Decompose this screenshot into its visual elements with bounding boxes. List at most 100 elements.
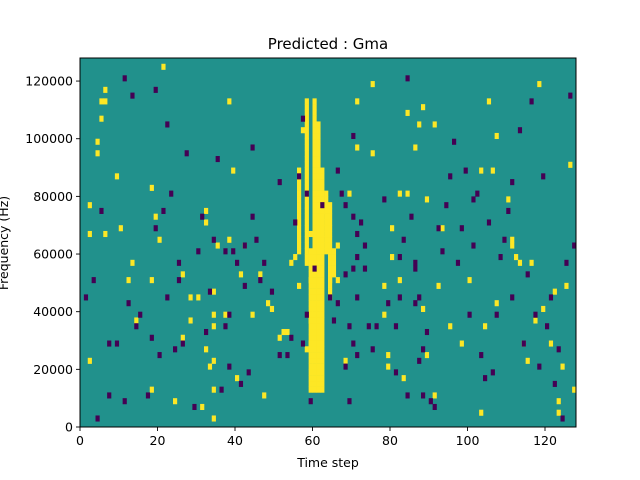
- heatmap-cell-high: [297, 207, 302, 214]
- heatmap-cell-low: [95, 415, 100, 422]
- heatmap-cell-high: [320, 219, 325, 226]
- heatmap-cell-high: [316, 219, 321, 226]
- heatmap-cell-low: [145, 392, 151, 399]
- heatmap-cell-high: [316, 179, 321, 186]
- heatmap-cell-high: [308, 323, 313, 330]
- heatmap-cell-high: [316, 248, 321, 255]
- heatmap-cell-high: [300, 127, 306, 134]
- heatmap-cell-high: [370, 150, 375, 157]
- heatmap-cell-high: [304, 150, 309, 157]
- heatmap-cell-high: [510, 242, 515, 249]
- heatmap-cell-low: [250, 144, 255, 151]
- heatmap-cell-high: [324, 242, 329, 249]
- heatmap-cell-high: [293, 254, 298, 261]
- heatmap-cell-high: [316, 161, 321, 168]
- heatmap-cell-low: [351, 340, 356, 347]
- heatmap-cell-low: [386, 300, 391, 307]
- heatmap-cell-high: [479, 167, 484, 174]
- heatmap-cell-high: [316, 127, 321, 134]
- x-tick-label: 60: [305, 433, 321, 448]
- heatmap-cell-high: [308, 311, 313, 318]
- heatmap-cell-high: [537, 81, 542, 88]
- heatmap-cell-high: [215, 242, 220, 249]
- heatmap-cell-low: [506, 207, 511, 214]
- heatmap-cell-high: [320, 173, 325, 180]
- heatmap-cell-low: [362, 242, 368, 249]
- heatmap-cell-high: [328, 236, 333, 243]
- heatmap-cell-high: [320, 207, 325, 214]
- heatmap-cell-high: [316, 380, 321, 387]
- heatmap-cell-low: [393, 369, 399, 376]
- heatmap-cell-high: [316, 167, 321, 174]
- heatmap-cell-high: [328, 259, 333, 266]
- heatmap-cell-high: [355, 144, 360, 151]
- heatmap-cell-high: [316, 138, 321, 145]
- heatmap-cell-high: [316, 357, 321, 364]
- heatmap-cell-high: [235, 375, 240, 382]
- heatmap-cell-low: [343, 271, 348, 278]
- heatmap-cell-low: [517, 127, 523, 134]
- heatmap-cell-high: [312, 357, 317, 364]
- heatmap-cell-low: [560, 415, 565, 422]
- heatmap-cell-low: [564, 259, 569, 266]
- heatmap-cell-high: [316, 352, 321, 359]
- heatmap-cells: [83, 63, 577, 422]
- heatmap-cell-high: [320, 334, 325, 341]
- heatmap-cell-high: [304, 167, 309, 174]
- heatmap-cell-low: [335, 167, 340, 174]
- heatmap-cell-high: [316, 196, 321, 203]
- heatmap-cell-high: [316, 254, 321, 261]
- heatmap-cell-high: [556, 409, 561, 416]
- heatmap-cell-high: [316, 150, 321, 157]
- heatmap-cell-low: [498, 254, 503, 261]
- heatmap-cell-high: [312, 207, 317, 214]
- heatmap-cell-low: [91, 277, 96, 284]
- heatmap-cell-high: [424, 352, 430, 359]
- heatmap-cell-high: [432, 392, 437, 399]
- heatmap-cell-low: [405, 392, 410, 399]
- heatmap-cell-high: [572, 386, 577, 393]
- heatmap-cell-high: [304, 98, 309, 105]
- heatmap-cell-high: [316, 144, 321, 151]
- heatmap-cell-low: [556, 346, 561, 353]
- heatmap-cell-low: [424, 328, 430, 336]
- heatmap-cell-high: [331, 248, 337, 255]
- heatmap-cell-high: [312, 219, 317, 226]
- heatmap-cell-high: [324, 236, 329, 243]
- heatmap-cell-high: [297, 242, 302, 249]
- heatmap-cell-low: [351, 213, 356, 220]
- heatmap-cell-low: [351, 265, 356, 272]
- heatmap-cell-high: [316, 294, 321, 301]
- heatmap-cell-high: [320, 328, 325, 336]
- heatmap-cell-high: [320, 184, 325, 191]
- heatmap-cell-high: [118, 225, 123, 232]
- heatmap-cell-high: [320, 311, 325, 318]
- heatmap-cell-low: [355, 230, 360, 238]
- heatmap-cell-low: [176, 259, 182, 266]
- heatmap-cell-low: [366, 323, 371, 330]
- heatmap-cell-high: [312, 144, 317, 151]
- heatmap-cell-low: [227, 311, 232, 318]
- heatmap-cell-high: [308, 300, 313, 307]
- heatmap-cell-low: [494, 311, 499, 318]
- heatmap-cell-high: [316, 328, 321, 336]
- heatmap-cell-low: [176, 277, 182, 284]
- heatmap-cell-low: [541, 173, 546, 180]
- heatmap-cell-high: [304, 132, 309, 140]
- heatmap-cell-high: [95, 138, 100, 145]
- heatmap-cell-low: [331, 317, 337, 324]
- y-tick-label: 60000: [33, 247, 73, 262]
- heatmap-cell-low: [374, 323, 379, 330]
- heatmap-cell-high: [328, 230, 333, 238]
- heatmap-cell-high: [304, 144, 309, 151]
- heatmap-cell-high: [320, 369, 325, 376]
- heatmap-cell-low: [204, 328, 209, 336]
- heatmap-cell-high: [316, 300, 321, 307]
- heatmap-cell-high: [440, 225, 445, 232]
- heatmap-cell-low: [552, 380, 557, 387]
- heatmap-cell-high: [308, 230, 313, 238]
- heatmap-cell-high: [312, 242, 317, 249]
- x-tick-label: 0: [76, 433, 84, 448]
- heatmap-cell-high: [304, 179, 309, 186]
- heatmap-cell-high: [227, 236, 232, 243]
